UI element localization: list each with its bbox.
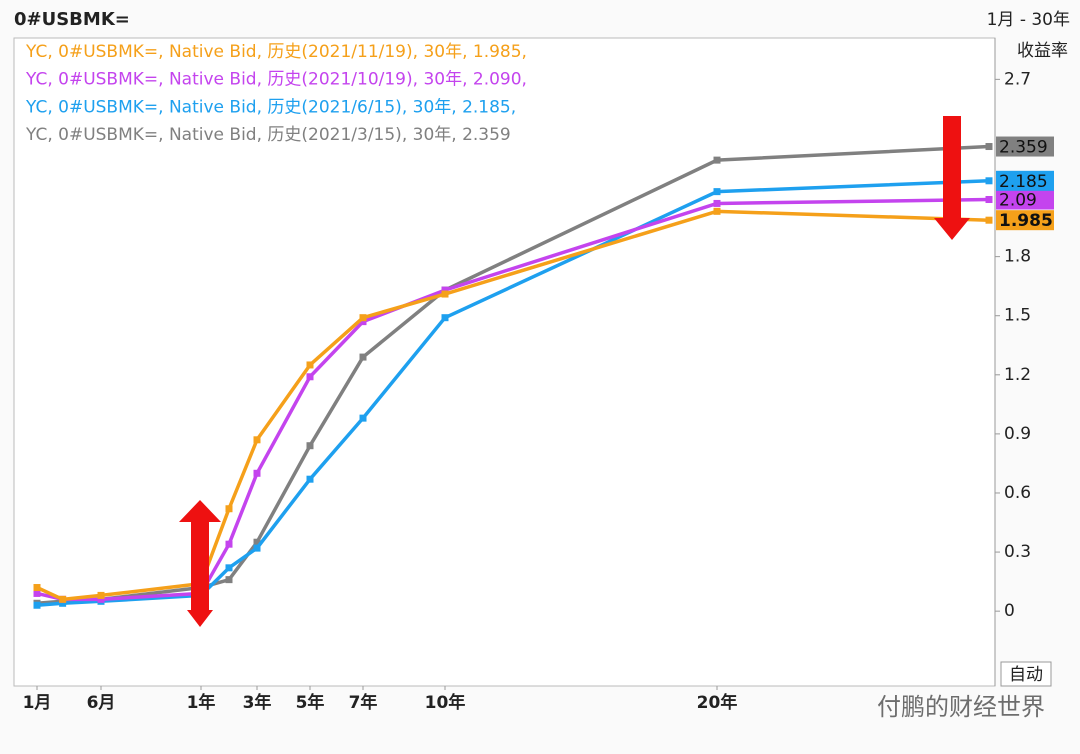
legend-entry: YC, 0#USBMK=, Native Bid, 历史(2021/6/15),…: [25, 97, 516, 117]
x-tick-label: 10年: [425, 692, 466, 713]
point-marker: [441, 286, 449, 294]
point-marker: [306, 442, 314, 450]
point-marker: [306, 373, 314, 381]
point-marker: [713, 188, 721, 196]
point-marker: [253, 469, 261, 477]
value-label: 2.185: [999, 172, 1048, 192]
y-tick-label: 0.6: [1004, 483, 1031, 503]
y-tick-label: 0.9: [1004, 424, 1031, 444]
value-label: 2.09: [999, 191, 1037, 211]
watermark: 付鹏的财经世界: [877, 693, 1045, 721]
point-marker: [985, 216, 993, 224]
point-marker: [306, 475, 314, 483]
point-marker: [985, 143, 993, 151]
x-tick-label: 1月: [23, 693, 52, 713]
y-tick-label: 2.7: [1004, 69, 1031, 89]
point-marker: [359, 353, 367, 361]
point-marker: [97, 595, 105, 603]
point-marker: [225, 564, 233, 572]
y-tick-label: 1.2: [1004, 365, 1031, 385]
point-marker: [713, 199, 721, 207]
value-label: 2.359: [999, 138, 1048, 158]
point-marker: [985, 196, 993, 204]
x-tick-label: 1年: [187, 692, 216, 713]
value-box: [996, 189, 1054, 210]
y-tick-label: 0.3: [1004, 542, 1031, 562]
point-marker: [713, 207, 721, 215]
point-marker: [59, 599, 67, 607]
up-arrow: [179, 500, 221, 627]
x-tick-label: 3年: [243, 692, 272, 713]
value-label: 1.985: [999, 211, 1053, 231]
point-marker: [253, 544, 261, 552]
point-marker: [253, 436, 261, 444]
point-marker: [33, 589, 41, 597]
plot-area: [13, 37, 996, 687]
point-marker: [985, 177, 993, 185]
x-tick-label: 6月: [87, 693, 116, 713]
point-marker: [713, 156, 721, 164]
y-axis-label: 收益率: [1017, 41, 1068, 61]
point-marker: [225, 505, 233, 513]
point-marker: [359, 314, 367, 322]
value-box: [996, 210, 1054, 231]
x-tick-label: 7年: [349, 692, 378, 713]
point-marker: [441, 290, 449, 298]
x-tick-label: 5年: [296, 692, 325, 713]
legend-entry: YC, 0#USBMK=, Native Bid, 历史(2021/3/15),…: [25, 125, 511, 145]
point-marker: [97, 591, 105, 599]
y-tick-label: 1.8: [1004, 247, 1031, 267]
point-marker: [359, 414, 367, 422]
scale-button[interactable]: [1000, 661, 1052, 687]
scale-button-label[interactable]: 自动: [1009, 665, 1043, 685]
point-marker: [33, 584, 41, 592]
legend-entry: YC, 0#USBMK=, Native Bid, 历史(2021/11/19)…: [25, 42, 527, 62]
marks: 0 0.3 0.6 0.9 1.2 1.5 1.8 2.7 1月 6月 1年 3年 5年 7年 10年 20年…: [23, 42, 1054, 713]
point-marker: [59, 595, 67, 603]
legend-entry: YC, 0#USBMK=, Native Bid, 历史(2021/10/19)…: [25, 70, 527, 90]
chart-title: 0#USBMK=: [14, 9, 130, 30]
point-marker: [253, 538, 261, 546]
value-box: [996, 136, 1054, 157]
point-marker: [441, 314, 449, 322]
y-tick-label: 1.5: [1004, 306, 1031, 326]
value-box: [996, 170, 1054, 191]
range-label: 1月 - 30年: [987, 10, 1070, 30]
point-marker: [225, 540, 233, 548]
point-marker: [225, 576, 233, 584]
x-tick-label: 20年: [697, 692, 738, 713]
down-arrow: [934, 116, 970, 240]
point-marker: [306, 361, 314, 369]
point-marker: [33, 601, 41, 609]
y-tick-label: 0: [1004, 601, 1015, 621]
point-marker: [359, 318, 367, 326]
